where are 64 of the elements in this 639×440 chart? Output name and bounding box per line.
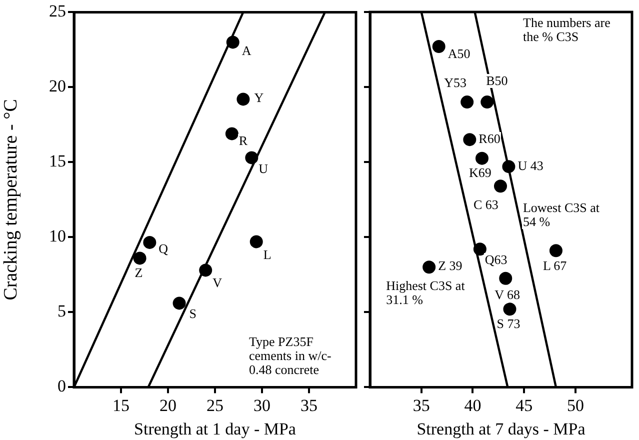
point [432,40,446,54]
y-tick-label: 15 [49,152,66,171]
x-tick-label: 20 [160,396,176,415]
annotation: U 43 [516,158,544,173]
point [133,252,146,265]
x-tick-label: 45 [516,396,533,415]
point [143,236,156,249]
annotation: R [238,132,249,148]
point [475,152,488,165]
point [480,96,494,109]
point [499,272,512,285]
point [463,133,476,146]
annotation: Y [253,90,265,106]
annotation: Z [134,265,144,280]
x-tick-label: 30 [254,396,270,415]
x-axis-title: Strength at 7 days - MPa [416,419,586,438]
annotation: V [212,275,223,290]
annotation: Type PZ35F cements in w/c- 0.48 concrete [248,334,350,378]
annotation: A [240,43,252,58]
y-tick-label: 25 [49,2,66,21]
x-tick-label: 15 [112,396,130,415]
x-tick-label: 50 [566,396,584,415]
y-tick-label: 10 [49,226,66,246]
point [502,160,516,174]
point [225,127,238,140]
annotation: C 63 [472,197,500,212]
point [549,244,562,258]
annotation: L [262,246,272,262]
annotation: Highest C3S at 31.1 % [385,278,478,308]
point [199,264,212,277]
point [226,36,240,49]
annotation: V 68 [494,287,522,302]
annotation: Q63 [484,252,508,268]
annotation: Q [158,241,170,256]
point [172,296,186,310]
annotation: S 73 [496,316,522,332]
annotation: B50 [485,73,509,88]
x-tick-label: 35 [412,396,430,415]
annotation: Z 39 [437,258,464,274]
point [460,96,474,109]
annotation: S [188,306,198,322]
x-tick-label: 25 [206,396,224,415]
point [503,302,516,316]
annotation: Lowest C3S at 54 % [522,200,604,229]
annotation: L 67 [542,258,568,273]
annotation: A50 [446,46,472,61]
y-axis-title: Cracking temperature - °C [0,99,22,300]
annotation: R60 [478,130,502,146]
point [245,151,258,164]
point [422,260,436,274]
x-tick-label: 35 [300,396,318,415]
x-tick-label: 40 [464,396,482,415]
y-tick-label: 5 [58,302,66,321]
annotation: Y53 [443,75,468,90]
point [250,235,263,248]
y-tick-label: 0 [58,376,66,396]
annotation: K69 [468,165,492,180]
x-axis-title: Strength at 1 day - MPa [134,419,296,438]
point [236,92,250,106]
annotation: U [258,160,270,176]
annotation: The numbers are the % C3S [522,15,624,44]
point [473,242,486,256]
y-tick-label: 20 [49,76,66,96]
point [494,180,507,193]
